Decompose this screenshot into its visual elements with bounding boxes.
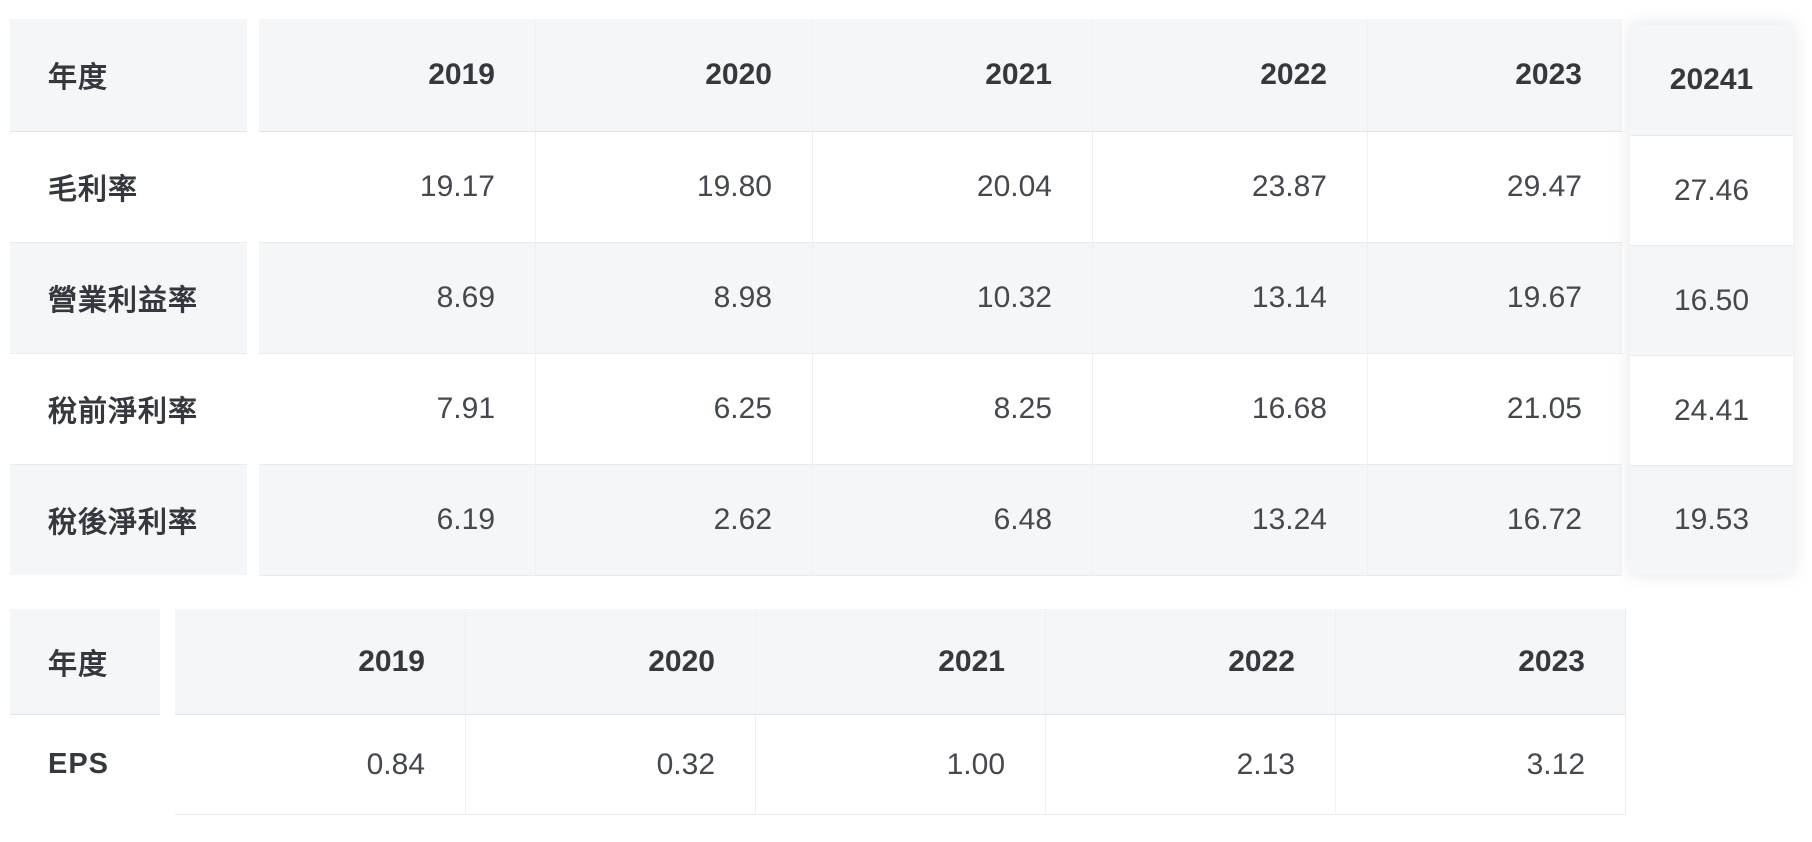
year-header-cell: 2019 <box>259 19 535 131</box>
value-cell: 10.32 <box>812 242 1092 353</box>
year-header-cell: 2019 <box>175 609 465 714</box>
row-label-operating-margin: 營業利益率 <box>10 242 247 353</box>
value-cell: 8.98 <box>535 242 812 353</box>
year-header-cell: 2020 <box>465 609 755 714</box>
value-cell: 16.72 <box>1367 464 1622 575</box>
eps-data-grid[interactable]: 2019 2020 2021 2022 2023 0.84 0.32 1.00 … <box>175 609 1626 815</box>
row-label-pretax-margin: 稅前淨利率 <box>10 353 247 464</box>
year-header-cell: 2021 <box>812 19 1092 131</box>
eps-label-column: 年度 EPS <box>10 609 160 814</box>
row-label-eps: EPS <box>10 714 160 814</box>
value-cell: 29.47 <box>1367 131 1622 242</box>
latest-quarter-column: 20241 27.46 16.50 24.41 19.53 <box>1630 25 1793 574</box>
year-header-cell: 2023 <box>1367 19 1622 131</box>
value-cell: 16.68 <box>1092 353 1367 464</box>
year-header-cell: 2023 <box>1335 609 1625 714</box>
year-header-cell: 2022 <box>1092 19 1367 131</box>
latest-quarter-value-cell: 27.46 <box>1630 135 1793 245</box>
value-cell: 0.84 <box>175 714 465 814</box>
latest-quarter-header-cell: 20241 <box>1630 25 1793 135</box>
latest-quarter-value-cell: 24.41 <box>1630 355 1793 465</box>
year-header-cell: 2022 <box>1045 609 1335 714</box>
profitability-data-grid[interactable]: 2019 2020 2021 2022 2023 19.17 19.80 20.… <box>259 19 1622 576</box>
value-cell: 13.14 <box>1092 242 1367 353</box>
row-label-gross-margin: 毛利率 <box>10 131 247 242</box>
value-cell: 19.17 <box>259 131 535 242</box>
latest-quarter-value-cell: 19.53 <box>1630 465 1793 574</box>
value-cell: 23.87 <box>1092 131 1367 242</box>
value-cell: 19.67 <box>1367 242 1622 353</box>
value-cell: 6.48 <box>812 464 1092 575</box>
value-cell: 2.62 <box>535 464 812 575</box>
value-cell: 3.12 <box>1335 714 1625 814</box>
latest-quarter-value-cell: 16.50 <box>1630 245 1793 355</box>
value-cell: 13.24 <box>1092 464 1367 575</box>
corner-header-cell: 年度 <box>10 19 247 131</box>
value-cell: 6.19 <box>259 464 535 575</box>
corner-header-cell: 年度 <box>10 609 160 714</box>
value-cell: 0.32 <box>465 714 755 814</box>
row-label-aftertax-margin: 稅後淨利率 <box>10 464 247 575</box>
profitability-label-column: 年度 毛利率 營業利益率 稅前淨利率 稅後淨利率 <box>10 19 247 575</box>
value-cell: 19.80 <box>535 131 812 242</box>
value-cell: 7.91 <box>259 353 535 464</box>
value-cell: 2.13 <box>1045 714 1335 814</box>
value-cell: 6.25 <box>535 353 812 464</box>
value-cell: 21.05 <box>1367 353 1622 464</box>
value-cell: 1.00 <box>755 714 1045 814</box>
value-cell: 8.69 <box>259 242 535 353</box>
value-cell: 20.04 <box>812 131 1092 242</box>
value-cell: 8.25 <box>812 353 1092 464</box>
year-header-cell: 2020 <box>535 19 812 131</box>
year-header-cell: 2021 <box>755 609 1045 714</box>
